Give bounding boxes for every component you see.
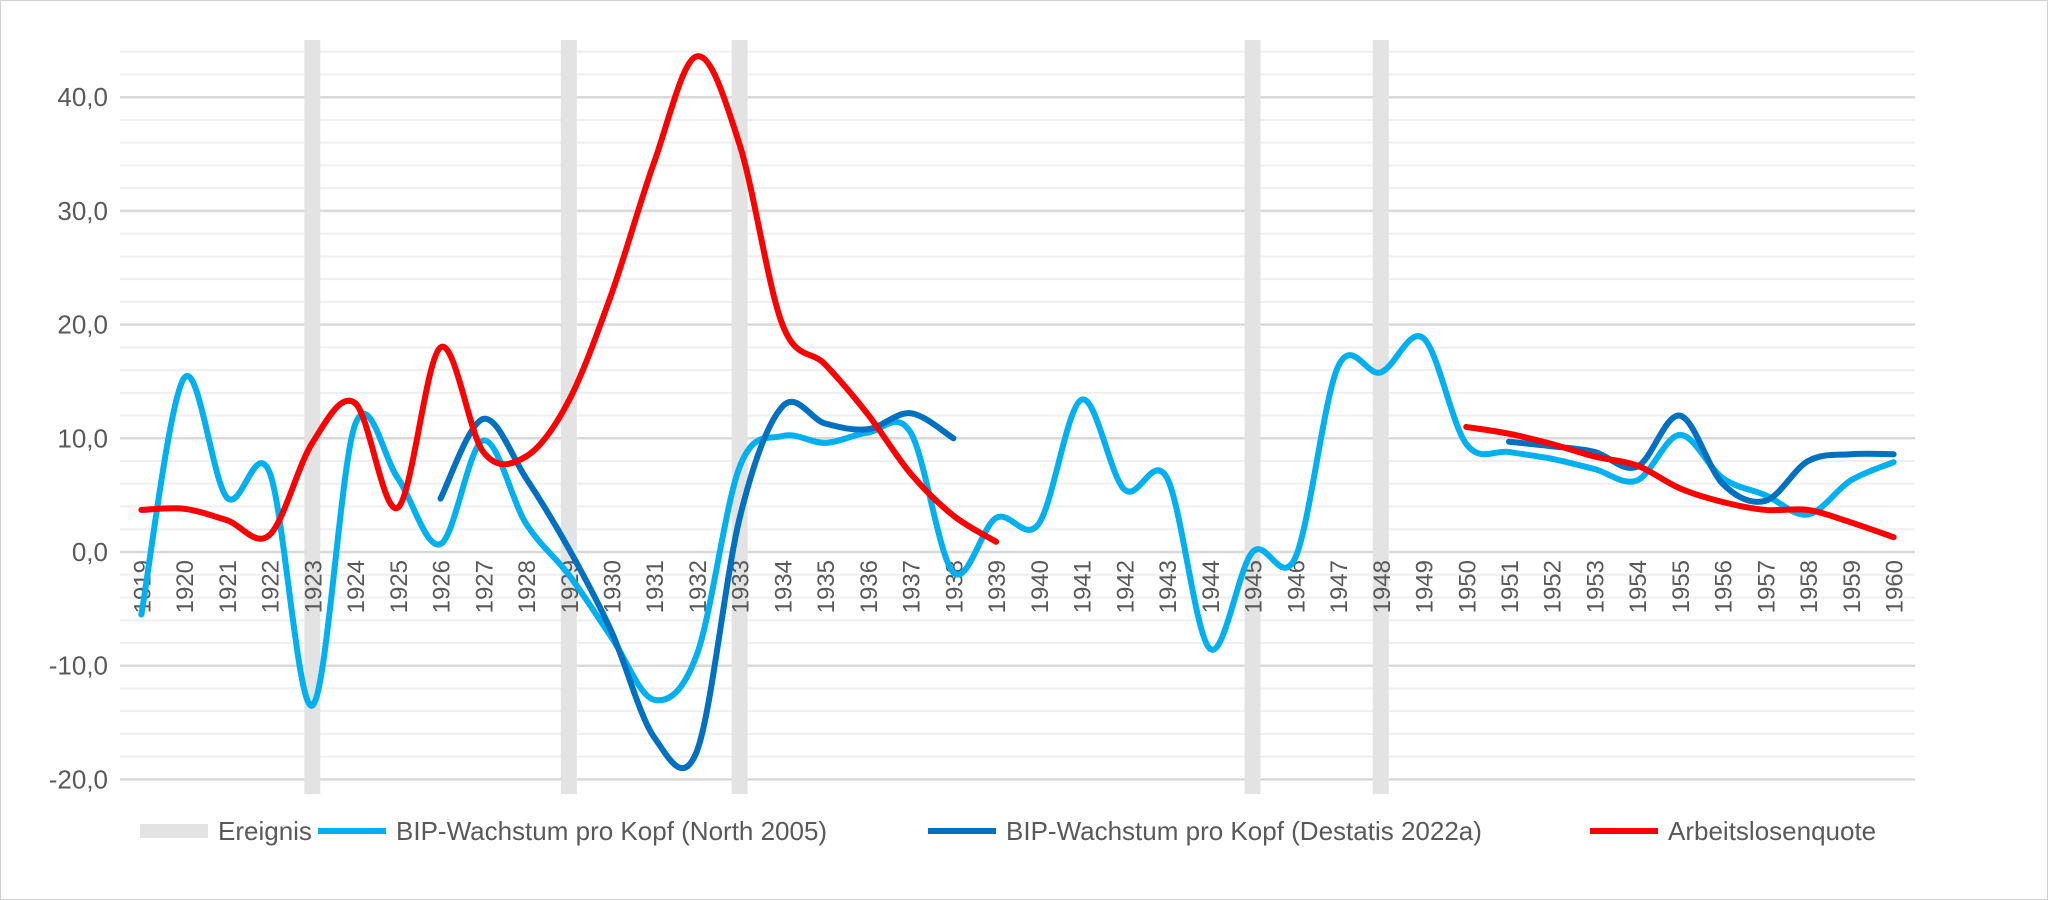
x-tick-label: 1925 <box>386 560 413 613</box>
x-tick-label: 1935 <box>813 560 840 613</box>
y-tick-label: -10,0 <box>49 651 108 681</box>
x-tick-label: 1959 <box>1839 560 1866 613</box>
x-tick-label: 1957 <box>1753 560 1780 613</box>
event-bar-1945 <box>1244 40 1261 794</box>
x-tick-label: 1941 <box>1070 560 1097 613</box>
gridlines <box>120 50 1915 781</box>
x-tick-label: 1921 <box>215 560 242 613</box>
x-tick-label: 1944 <box>1198 560 1225 613</box>
x-tick-label: 1923 <box>300 560 327 613</box>
series-line-1 <box>1505 412 1897 505</box>
x-tick-label: 1930 <box>599 560 626 613</box>
y-tick-label: 30,0 <box>57 196 108 226</box>
event-bar-1923 <box>304 40 321 794</box>
x-tick-label: 1947 <box>1326 560 1353 613</box>
x-tick-label: 1924 <box>343 560 370 613</box>
x-tick-label: 1949 <box>1412 560 1439 613</box>
x-tick-label: 1934 <box>770 560 797 613</box>
y-axis-ticks: -20,0 -10,0 0,0 10,0 20,0 30,0 40,0 <box>49 82 108 794</box>
y-tick-label: 10,0 <box>57 423 108 453</box>
series-line-0 <box>138 333 1897 709</box>
x-tick-label: 1920 <box>172 560 199 613</box>
x-tick-label: 1960 <box>1882 560 1909 613</box>
x-tick-label: 1943 <box>1155 560 1182 613</box>
x-tick-label: 1953 <box>1582 560 1609 613</box>
legend: Ereignis BIP-Wachstum pro Kopf (North 200… <box>140 816 1876 846</box>
x-tick-label: 1926 <box>429 560 456 613</box>
series-lines <box>138 53 1897 771</box>
event-bar-1948 <box>1372 40 1389 794</box>
x-tick-label: 1956 <box>1711 560 1738 613</box>
x-tick-label: 1952 <box>1540 560 1567 613</box>
x-tick-label: 1951 <box>1497 560 1524 613</box>
x-axis-ticks: 1919 1920 1921 1922 1923 1924 1925 1926 1927 1928… <box>129 560 1908 613</box>
x-tick-label: 1942 <box>1112 560 1139 613</box>
x-tick-label: 1950 <box>1454 560 1481 613</box>
series-line-2 <box>1463 423 1897 541</box>
series-line-1 <box>437 398 957 771</box>
x-tick-label: 1928 <box>514 560 541 613</box>
x-tick-label: 1955 <box>1668 560 1695 613</box>
x-tick-label: 1958 <box>1796 560 1823 613</box>
legend-label: BIP-Wachstum pro Kopf (Destatis 2022a) <box>1006 816 1482 846</box>
x-tick-label: 1948 <box>1369 560 1396 613</box>
x-tick-label: 1939 <box>984 560 1011 613</box>
legend-label: BIP-Wachstum pro Kopf (North 2005) <box>396 816 827 846</box>
y-tick-label: 20,0 <box>57 310 108 340</box>
event-bar-1929 <box>560 40 577 794</box>
y-tick-label: 40,0 <box>57 82 108 112</box>
y-tick-label: -20,0 <box>49 764 108 794</box>
series-line-2 <box>138 53 1000 545</box>
x-tick-label: 1954 <box>1625 560 1652 613</box>
x-tick-label: 1937 <box>899 560 926 613</box>
legend-label: Arbeitslosenquote <box>1668 816 1876 846</box>
event-bars <box>304 40 1389 794</box>
x-tick-label: 1927 <box>471 560 498 613</box>
x-tick-label: 1936 <box>856 560 883 613</box>
x-tick-label: 1940 <box>1027 560 1054 613</box>
event-bar-1933 <box>731 40 748 794</box>
legend-label: Ereignis <box>218 816 312 846</box>
x-tick-label: 1931 <box>642 560 669 613</box>
x-tick-label: 1922 <box>258 560 285 613</box>
y-tick-label: 0,0 <box>72 537 108 567</box>
